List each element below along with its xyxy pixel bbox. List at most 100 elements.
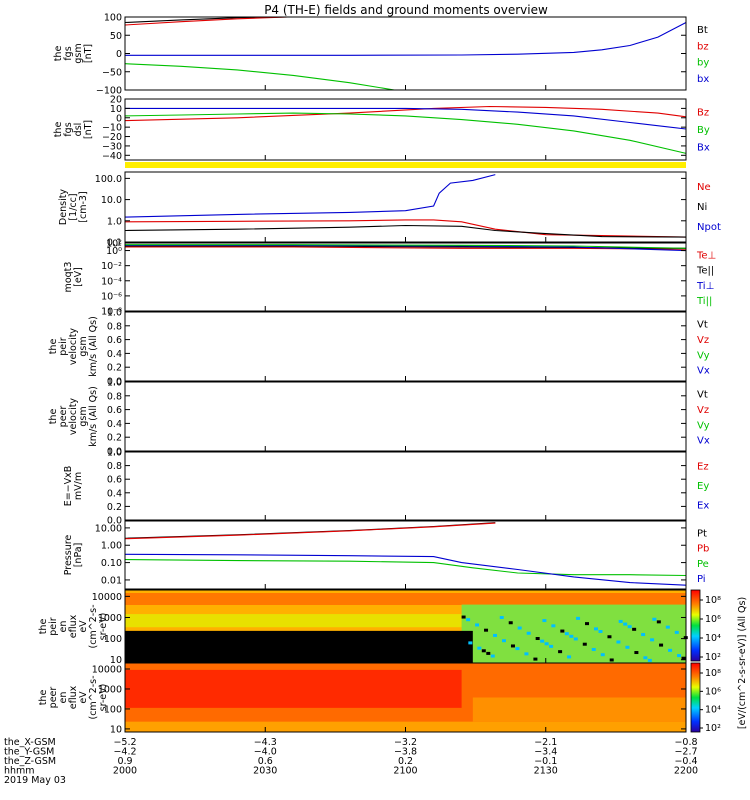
y-axis-label: dsl xyxy=(73,123,84,137)
spectrogram-band xyxy=(125,614,462,628)
legend-entry: Vz xyxy=(697,405,709,416)
legend-entry: bx xyxy=(697,74,709,85)
x-axis-row-label: hhmm xyxy=(4,766,35,777)
y-tick-label: 0.6 xyxy=(107,475,122,486)
y-tick-label: 1.00 xyxy=(101,541,122,552)
x-axis-value: −3.4 xyxy=(534,747,557,758)
y-axis-label: the xyxy=(48,339,59,355)
legend-entry: Vx xyxy=(697,436,710,447)
y-tick-label: 0.0 xyxy=(107,447,122,458)
legend-entry: Vy xyxy=(697,350,710,361)
x-axis-value: −5.2 xyxy=(113,737,136,748)
y-axis-label: the xyxy=(53,46,64,62)
legend-entry: Ti⊥ xyxy=(696,281,714,292)
y-tick-label: 10000 xyxy=(92,592,122,603)
y-axis-label: [eV] xyxy=(73,267,84,287)
spectrogram-pixel xyxy=(585,622,590,626)
spectrogram-pixel xyxy=(526,631,531,635)
y-tick-label: 100 xyxy=(104,704,122,715)
y-axis-label: eV xyxy=(78,620,89,633)
legend-entry: Ni xyxy=(697,202,707,213)
y-tick-label: −10 xyxy=(102,123,122,134)
y-tick-label: −30 xyxy=(102,141,122,152)
series-pressure-2 xyxy=(124,558,687,577)
y-axis-label: peir xyxy=(58,337,69,356)
colorbar xyxy=(690,589,701,662)
spectrogram-pixel xyxy=(576,616,581,620)
legend-entry: Ti|| xyxy=(696,296,712,307)
spectrogram-pixel xyxy=(517,626,522,630)
y-tick-label: 1.0 xyxy=(107,378,122,389)
y-tick-label: 10⁻⁸ xyxy=(101,307,122,318)
legend-entry: Te⊥ xyxy=(696,251,716,262)
colorbar-tick-label: 10² xyxy=(705,652,721,663)
x-axis-value: 2200 xyxy=(674,766,698,777)
panel-density: 100.0 10.0 1.0 0.1 Density [1/cc] [cm-3] Ne Ni Np… xyxy=(58,171,721,249)
spectrogram-pixel xyxy=(493,633,498,637)
spectrogram-pixel xyxy=(668,648,673,652)
x-axis-value: −0.1 xyxy=(534,756,557,767)
y-axis-label: fgs xyxy=(63,46,74,60)
y-tick-label: −100 xyxy=(96,86,122,97)
y-tick-label: 1.0 xyxy=(107,448,122,459)
spectrogram-pixel xyxy=(481,649,486,653)
x-axis-value: 2100 xyxy=(393,766,417,777)
y-tick-label: 0.1 xyxy=(107,238,122,249)
spectrogram-pixel xyxy=(650,638,655,642)
y-axis-label: [1/cc] xyxy=(68,193,79,220)
y-tick-label: 100 xyxy=(104,13,122,24)
spectrogram-pixel xyxy=(540,639,545,643)
y-tick-label: 0 xyxy=(116,49,122,60)
y-tick-label: 10² xyxy=(106,239,122,250)
spectrogram-pixel xyxy=(616,640,621,644)
spectrogram-pixel xyxy=(665,625,670,629)
panel-efield: 1.0 0.8 0.6 0.4 0.2 0.0 E=−VxB mV/m Ez Ey Ex xyxy=(63,448,709,527)
spectrogram-pixel xyxy=(573,637,578,641)
x-axis-value: −2.7 xyxy=(674,747,697,758)
spectrogram-pixel xyxy=(535,637,540,641)
y-axis-label: [nPa] xyxy=(73,543,84,568)
x-axis-value: −4.0 xyxy=(254,747,277,758)
spectrogram-pixel xyxy=(598,630,603,634)
colorbar-tick-label: 10⁶ xyxy=(705,686,721,697)
y-axis-label: Pressure xyxy=(63,535,74,576)
panel-frame xyxy=(124,171,687,243)
spectrogram-pixel xyxy=(647,658,652,662)
y-axis-label: eflux xyxy=(68,614,79,638)
legend-entry: Pe xyxy=(697,559,709,570)
y-tick-label: 0 xyxy=(116,113,122,124)
x-axis-value: −0.8 xyxy=(674,737,697,748)
x-axis-row-label: the_Z-GSM xyxy=(4,756,56,767)
x-axis-value: −3.8 xyxy=(394,747,417,758)
colorbar-tick-label: 10⁸ xyxy=(705,595,721,606)
series-temperature-3 xyxy=(125,244,687,249)
y-axis-label: [nT] xyxy=(83,44,94,63)
x-axis-value: 0.2 xyxy=(398,756,413,767)
panel-frame xyxy=(124,242,687,312)
y-axis-label: the xyxy=(38,619,49,635)
panel-peer_spec: 10000 1000 100 10 the peer en eflux eV (cm^2-s-sr… xyxy=(38,662,687,735)
spectrogram-pixel xyxy=(593,627,598,631)
spectrogram-band xyxy=(125,669,462,708)
panel-frame xyxy=(124,16,687,91)
spectrogram-band xyxy=(461,604,686,663)
y-tick-label: 0.01 xyxy=(101,575,122,586)
spectrogram-pixel xyxy=(515,647,520,651)
legend-entry: Ey xyxy=(697,481,709,492)
legend-entry: Vx xyxy=(697,366,710,377)
spectrogram-pixel xyxy=(560,629,565,633)
spectrogram-pixel xyxy=(468,641,473,645)
spectrogram-pixel xyxy=(609,658,614,662)
series-temperature-2 xyxy=(125,244,687,252)
y-tick-label: −20 xyxy=(102,132,122,143)
x-axis-value: 0.6 xyxy=(258,756,273,767)
spectrogram-pixel xyxy=(484,628,489,632)
y-tick-label: 100 xyxy=(104,634,122,645)
spectrogram-pixel xyxy=(549,644,554,648)
spectrogram-pixel xyxy=(501,639,506,643)
spectrogram-pixel xyxy=(486,651,491,655)
panel-frame xyxy=(124,311,687,382)
y-tick-label: 10.0 xyxy=(101,195,122,206)
spectrogram-pixel xyxy=(569,634,574,638)
